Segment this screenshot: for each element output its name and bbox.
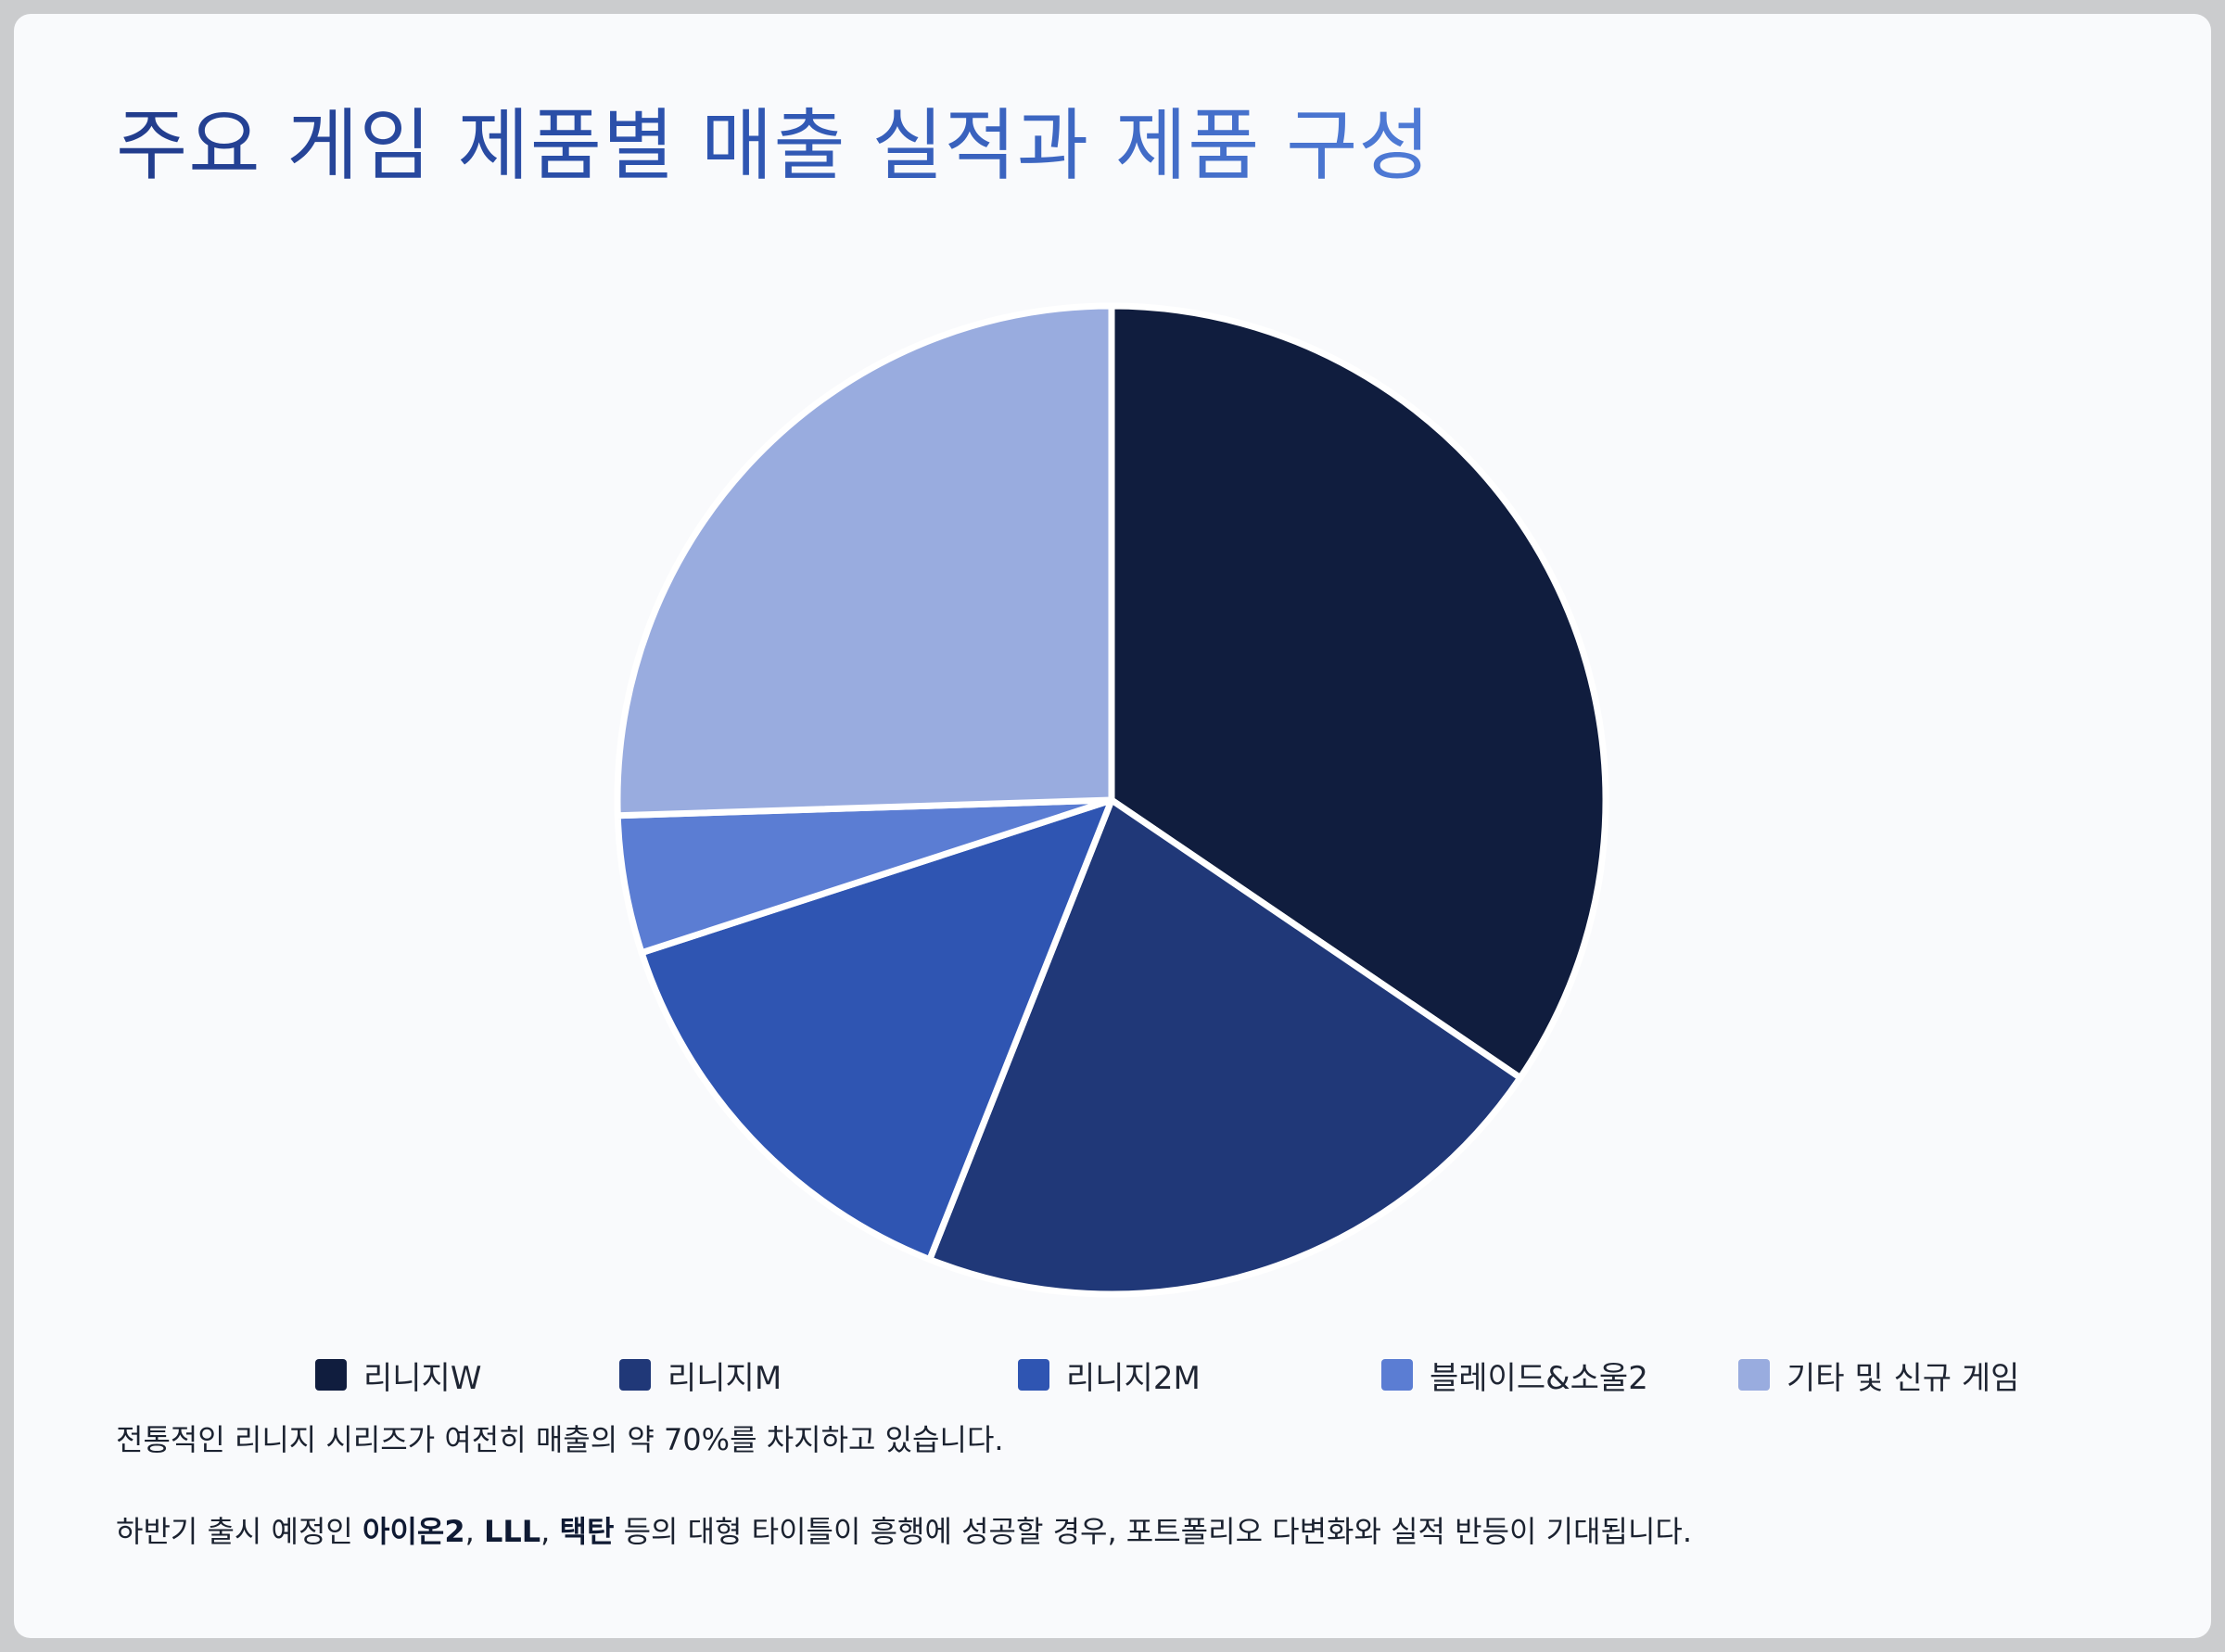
legend-swatch <box>315 1359 347 1391</box>
summary-text: 등의 대형 타이틀이 흥행에 성공할 경우, 포트폴리오 다변화와 실적 반등이… <box>614 1514 1693 1549</box>
legend-item-lineage-w[interactable]: 리니지W <box>315 1354 482 1397</box>
legend-swatch <box>1381 1359 1413 1391</box>
legend-label: 리니지2M <box>1066 1359 1201 1397</box>
summary-text: 하반기 출시 예정인 <box>116 1514 363 1549</box>
chart-card: 주요 게임 제품별 매출 실적과 제품 구성 리니지W 리니지M 리니지2M 블… <box>14 14 2211 1638</box>
legend-label: 블레이드&소울2 <box>1430 1359 1648 1397</box>
pie-slice-lineage-m[interactable] <box>926 796 1524 1298</box>
legend-swatch <box>1738 1359 1770 1391</box>
pie-chart <box>614 302 1609 1298</box>
legend-label: 기타 및 신규 게임 <box>1786 1359 2020 1397</box>
legend-swatch <box>1018 1359 1049 1391</box>
legend-item-blade-and-soul-2[interactable]: 블레이드&소울2 <box>1381 1354 1648 1397</box>
chart-legend: 리니지W 리니지M 리니지2M 블레이드&소울2 기타 및 신규 게임 <box>14 1354 2211 1397</box>
legend-item-others-new-games[interactable]: 기타 및 신규 게임 <box>1738 1354 2020 1397</box>
title-tactan: 택탄 <box>559 1514 615 1549</box>
title-aion2: 아이온2 <box>362 1514 465 1549</box>
separator: , <box>464 1514 484 1549</box>
legend-label: 리니지M <box>668 1359 782 1397</box>
legend-swatch <box>619 1359 651 1391</box>
chart-title: 주요 게임 제품별 매출 실적과 제품 구성 <box>116 100 1431 191</box>
pie-slice-lineage-w[interactable] <box>1108 302 1609 1082</box>
legend-item-lineage-m[interactable]: 리니지M <box>619 1354 782 1397</box>
separator: , <box>540 1514 560 1549</box>
legend-item-lineage-2m[interactable]: 리니지2M <box>1018 1354 1201 1397</box>
summary-line-2: 하반기 출시 예정인 아이온2, LLL, 택탄 등의 대형 타이틀이 흥행에 … <box>116 1508 1692 1551</box>
title-lll: LLL <box>483 1514 541 1549</box>
summary-line-1: 전통적인 리니지 시리즈가 여전히 매출의 약 70%를 차지하고 있습니다. <box>116 1422 1004 1457</box>
legend-label: 리니지W <box>363 1359 482 1397</box>
pie-slice-others-new-games[interactable] <box>614 302 1115 820</box>
